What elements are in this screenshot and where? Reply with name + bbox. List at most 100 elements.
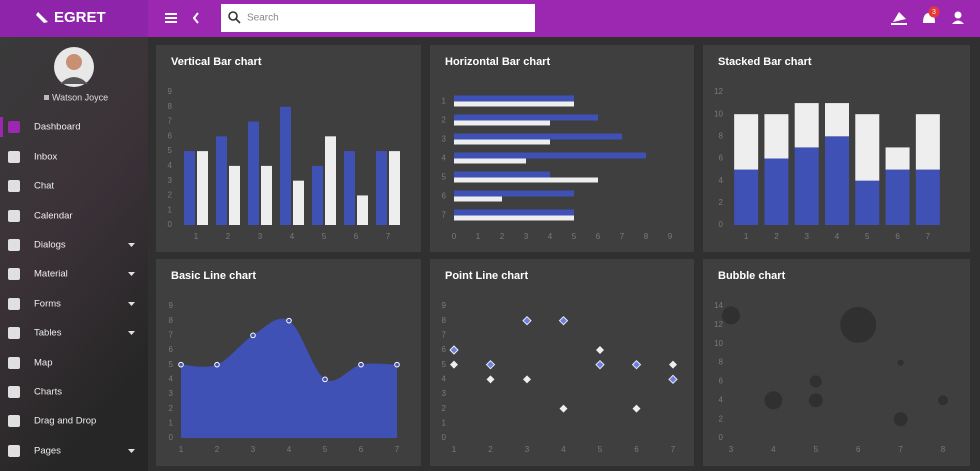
- bar: [261, 165, 272, 225]
- bubble: [809, 375, 822, 388]
- card: [430, 45, 694, 252]
- bar: [357, 195, 368, 225]
- x-tick-label: 1: [179, 445, 184, 454]
- notification-badge: [928, 6, 940, 18]
- nav-item[interactable]: Drag and Drop: [8, 415, 96, 427]
- x-tick-label: 0: [452, 232, 457, 241]
- x-tick-label: 3: [258, 232, 263, 241]
- chart-card: Vertical Bar chart 0 1 2 3 4 5 6 7 8 9 1 2 3 4 5 6 7: [156, 45, 421, 252]
- x-tick-label: 5: [865, 232, 870, 241]
- nav-icon: [8, 415, 20, 427]
- diamond-point: [450, 360, 458, 369]
- y-tick-label: 8: [719, 131, 724, 140]
- bar-segment: [764, 158, 789, 225]
- y-tick-label: 4: [719, 176, 724, 185]
- active-indicator: [0, 117, 3, 137]
- y-tick-label: 1: [442, 418, 447, 427]
- y-tick-label: 4: [168, 161, 173, 170]
- bar-segment: [825, 136, 849, 225]
- nav-item[interactable]: Map: [8, 357, 52, 369]
- y-tick-label: 12: [714, 87, 723, 96]
- x-tick-label: 1: [194, 232, 199, 241]
- nav-item[interactable]: Material: [8, 268, 135, 280]
- x-tick-label: 9: [668, 232, 673, 241]
- nav-icon: [8, 268, 20, 280]
- nav-label: Material: [34, 269, 68, 280]
- theme-button[interactable]: [893, 12, 906, 22]
- y-tick-label: 2: [719, 414, 724, 423]
- nav-item[interactable]: Tables: [8, 327, 135, 339]
- menu-button[interactable]: [165, 13, 177, 23]
- nav-item[interactable]: Chat: [8, 180, 54, 192]
- collapse-button[interactable]: [192, 12, 199, 24]
- y-tick-label: 0: [719, 433, 724, 442]
- nav-label: Charts: [34, 387, 62, 398]
- chart-title: Horizontal Bar chart: [445, 56, 550, 68]
- nav-label: Pages: [34, 446, 61, 457]
- bar: [454, 171, 550, 178]
- y-tick-label: 9: [442, 301, 447, 310]
- nav-item[interactable]: Charts: [8, 386, 62, 398]
- nav-item[interactable]: Inbox: [8, 151, 57, 163]
- point: [358, 361, 364, 368]
- x-tick-label: 8: [644, 232, 649, 241]
- x-tick-label: 6: [634, 445, 639, 454]
- search-box[interactable]: [221, 4, 535, 32]
- nav-icon: [8, 210, 20, 222]
- nav-icon: [8, 298, 20, 310]
- bar-segment: [885, 169, 910, 225]
- x-tick-label: 4: [771, 445, 776, 454]
- x-tick-label: 7: [386, 232, 391, 241]
- bar: [454, 209, 574, 216]
- nav-item[interactable]: Pages: [8, 445, 135, 457]
- y-tick-label: 5: [169, 360, 174, 369]
- theme-underline: [891, 23, 907, 25]
- nav-label: Drag and Drop: [34, 416, 96, 427]
- point: [178, 361, 184, 368]
- x-tick-label: 5: [322, 232, 327, 241]
- nav-icon: [8, 445, 20, 457]
- y-tick-label: 3: [442, 389, 447, 398]
- chart-card: Horizontal Bar chart 1 2 3 4 5 6 7 0 1 2 3 4 5 6 7 8 9: [430, 45, 694, 252]
- user-name: Watson Joyce: [52, 92, 108, 102]
- diamond-point: [522, 315, 532, 326]
- bar-segment: [915, 114, 940, 170]
- sidebar: [0, 37, 148, 471]
- x-tick-label: 7: [926, 232, 931, 241]
- bar: [454, 196, 502, 202]
- x-tick-label: 5: [598, 445, 603, 454]
- bar: [293, 180, 304, 225]
- x-tick-label: 7: [620, 232, 625, 241]
- nav-item[interactable]: Dashboard: [8, 121, 80, 133]
- point: [214, 361, 220, 368]
- x-tick-label: 6: [895, 232, 900, 241]
- bar: [454, 95, 574, 102]
- x-tick-label: 8: [941, 445, 946, 454]
- bar: [325, 136, 336, 225]
- x-tick-label: 5: [323, 445, 328, 454]
- nav-item[interactable]: Dialogs: [8, 239, 135, 251]
- bar: [454, 177, 598, 183]
- y-tick-label: 2: [442, 116, 447, 125]
- diamond-point: [559, 404, 568, 413]
- expand-arrow: [128, 449, 135, 453]
- x-tick-label: 2: [215, 445, 220, 454]
- bar: [376, 151, 387, 225]
- bar: [389, 151, 400, 225]
- nav-label: Dashboard: [34, 122, 80, 133]
- x-tick-label: 5: [572, 232, 577, 241]
- account-button[interactable]: [954, 11, 962, 19]
- bar: [454, 133, 622, 140]
- logo[interactable]: EGRET: [54, 9, 106, 26]
- nav-item[interactable]: Forms: [8, 298, 135, 310]
- nav-item[interactable]: Calendar: [8, 210, 73, 222]
- nav-label: Tables: [34, 328, 62, 339]
- bar-segment: [794, 147, 819, 225]
- y-tick-label: 4: [719, 395, 724, 404]
- diamond-point: [668, 374, 678, 385]
- y-tick-label: 6: [442, 345, 447, 354]
- x-tick-label: 3: [525, 445, 530, 454]
- x-tick-label: 3: [251, 445, 256, 454]
- search-placeholder: Search: [247, 13, 279, 24]
